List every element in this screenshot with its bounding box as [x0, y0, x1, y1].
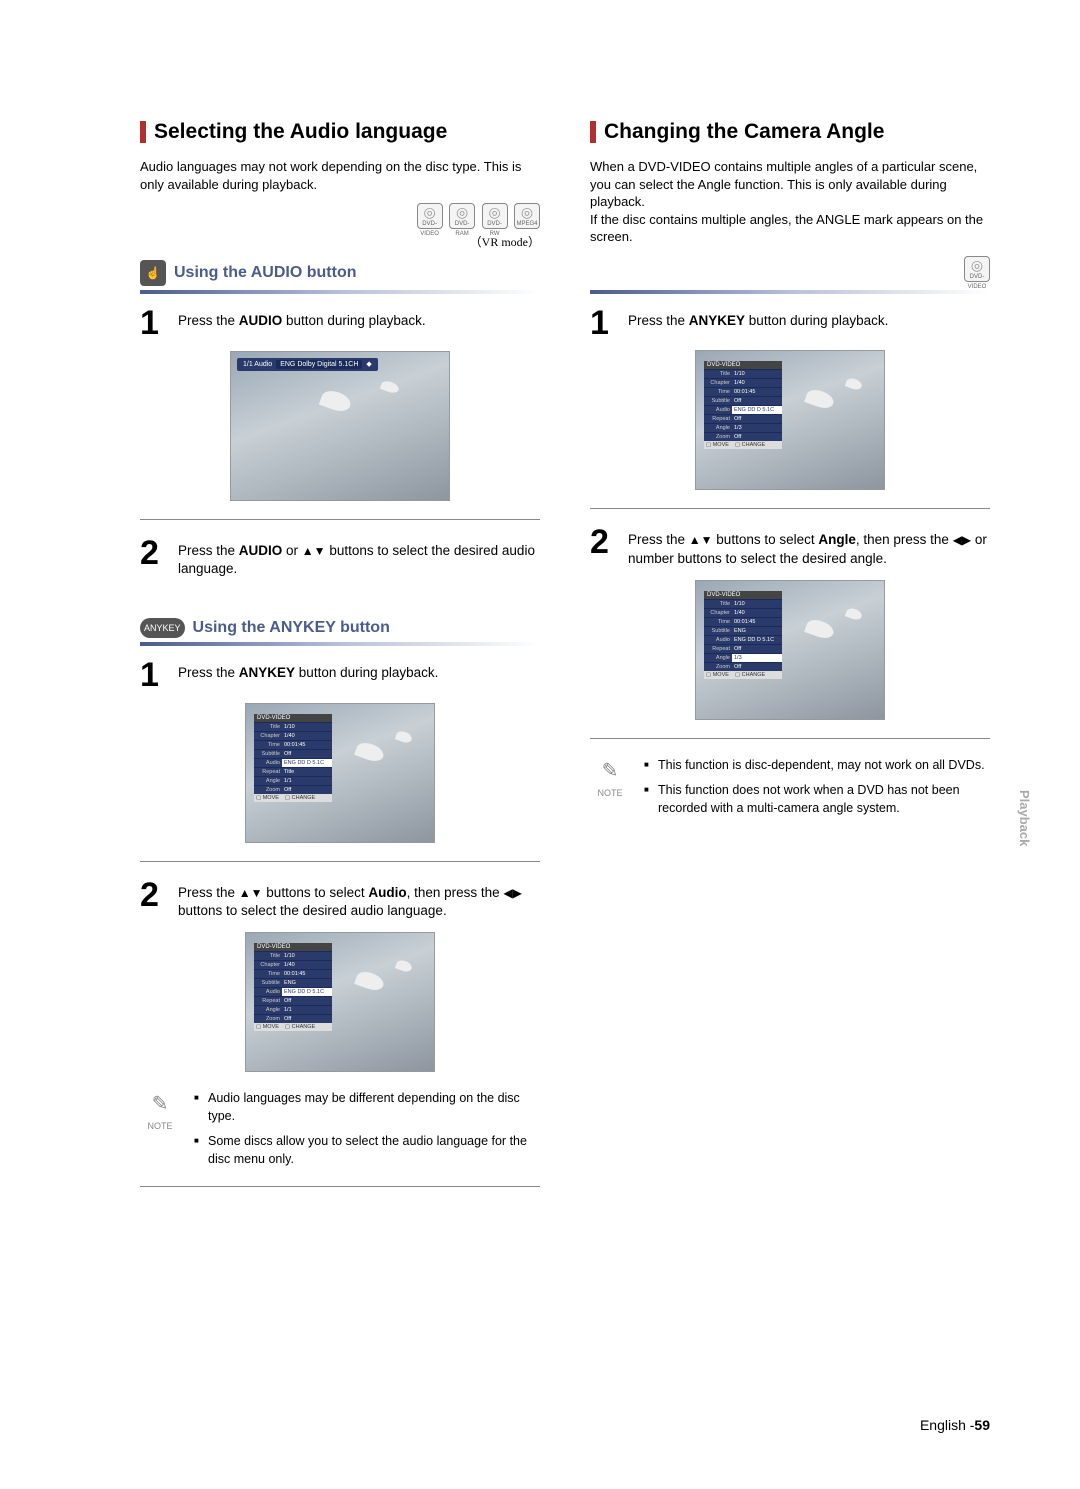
disc-icon: MPEG4	[514, 203, 540, 229]
intro-right: When a DVD-VIDEO contains multiple angle…	[590, 158, 990, 246]
note-item: This function is disc-dependent, may not…	[644, 757, 990, 775]
divider	[140, 1186, 540, 1187]
note-label: ✎ NOTE	[590, 757, 630, 826]
red-bar-icon	[140, 121, 146, 143]
note-block-right: ✎ NOTE This function is disc-dependent, …	[590, 757, 990, 826]
step-text: Press the ▲▼ buttons to select Angle, th…	[628, 527, 990, 567]
note-label: ✎ NOTE	[140, 1090, 180, 1176]
step-text: Press the ▲▼ buttons to select Audio, th…	[178, 880, 540, 920]
disc-icon: DVD-VIDEO	[964, 256, 990, 282]
step-number: 1	[140, 660, 168, 691]
right-column: Changing the Camera Angle When a DVD-VID…	[590, 120, 990, 1205]
left-column: Selecting the Audio language Audio langu…	[140, 120, 540, 1205]
disc-icon-row: DVD-VIDEO	[590, 256, 990, 282]
note-list: This function is disc-dependent, may not…	[644, 757, 990, 826]
note-item: This function does not work when a DVD h…	[644, 782, 990, 817]
step-1: 1 Press the ANYKEY button during playbac…	[590, 308, 990, 339]
gradient-rule	[140, 290, 540, 294]
screenshot-audio-osd: 1/1 Audio ENG Dolby Digital 5.1CH ◆	[230, 351, 450, 501]
note-icon: ✎	[590, 757, 630, 785]
divider	[590, 738, 990, 739]
step-text: Press the ANYKEY button during playback.	[628, 308, 888, 339]
screenshot-angle-menu: DVD-VIDEOTitle1/10Chapter1/40Time00:01:4…	[695, 350, 885, 490]
step-number: 2	[140, 538, 168, 578]
side-tab: Playback	[1017, 790, 1032, 846]
screenshot-anykey-menu2: DVD-VIDEOTitle1/10Chapter1/40Time00:01:4…	[245, 932, 435, 1072]
subheading-text: Using the ANYKEY button	[193, 619, 390, 637]
step-number: 1	[140, 308, 168, 339]
step-number: 2	[590, 527, 618, 567]
step-text: Press the ANYKEY button during playback.	[178, 660, 438, 691]
vr-mode-label: （VR mode）	[140, 233, 540, 250]
page-number: English -59	[920, 1417, 990, 1433]
step-2: 2 Press the AUDIO or ▲▼ buttons to selec…	[140, 538, 540, 578]
step-1: 1 Press the ANYKEY button during playbac…	[140, 660, 540, 691]
divider	[590, 508, 990, 509]
hand-icon: ☝	[140, 260, 166, 286]
note-list: Audio languages may be different dependi…	[194, 1090, 540, 1176]
disc-icon: DVD-RAM	[449, 203, 475, 229]
divider	[140, 861, 540, 862]
disc-icon: DVD-VIDEO	[417, 203, 443, 229]
title-text: Changing the Camera Angle	[604, 120, 884, 144]
subheading-audio-button: ☝ Using the AUDIO button	[140, 260, 540, 286]
gradient-rule	[590, 290, 990, 294]
note-icon: ✎	[140, 1090, 180, 1118]
screenshot-angle-menu2: DVD-VIDEOTitle1/10Chapter1/40Time00:01:4…	[695, 580, 885, 720]
step-2: 2 Press the ▲▼ buttons to select Angle, …	[590, 527, 990, 567]
note-item: Some discs allow you to select the audio…	[194, 1133, 540, 1168]
section-title-angle: Changing the Camera Angle	[590, 120, 990, 144]
note-block-left: ✎ NOTE Audio languages may be different …	[140, 1090, 540, 1176]
step-text: Press the AUDIO or ▲▼ buttons to select …	[178, 538, 540, 578]
divider	[140, 519, 540, 520]
disc-icon-row: DVD-VIDEO DVD-RAM DVD-RW MPEG4	[140, 203, 540, 229]
note-item: Audio languages may be different dependi…	[194, 1090, 540, 1125]
screenshot-anykey-menu: DVD-VIDEOTitle1/10Chapter1/40Time00:01:4…	[245, 703, 435, 843]
title-text: Selecting the Audio language	[154, 120, 447, 144]
subheading-anykey: ANYKEY Using the ANYKEY button	[140, 618, 540, 638]
section-title-audio: Selecting the Audio language	[140, 120, 540, 144]
subheading-text: Using the AUDIO button	[174, 264, 357, 282]
red-bar-icon	[590, 121, 596, 143]
gradient-rule	[140, 642, 540, 646]
intro-left: Audio languages may not work depending o…	[140, 158, 540, 193]
anykey-badge-icon: ANYKEY	[140, 618, 185, 638]
step-number: 1	[590, 308, 618, 339]
step-2: 2 Press the ▲▼ buttons to select Audio, …	[140, 880, 540, 920]
step-1: 1 Press the AUDIO button during playback…	[140, 308, 540, 339]
step-number: 2	[140, 880, 168, 920]
step-text: Press the AUDIO button during playback.	[178, 308, 426, 339]
disc-icon: DVD-RW	[482, 203, 508, 229]
osd-strip: 1/1 Audio ENG Dolby Digital 5.1CH ◆	[237, 358, 378, 371]
